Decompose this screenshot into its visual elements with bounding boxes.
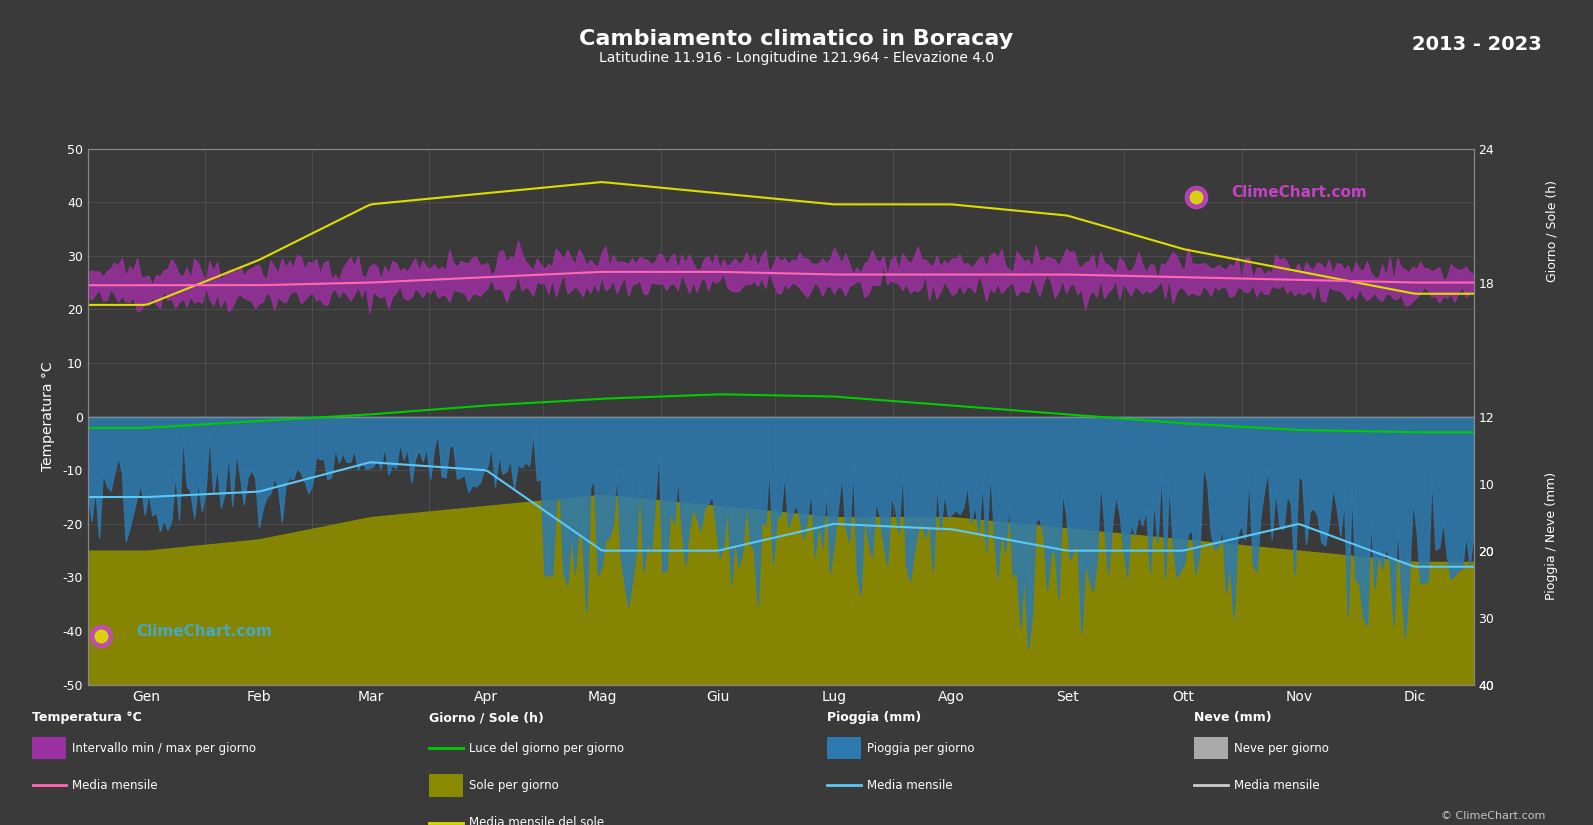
Bar	[430, 774, 464, 797]
Text: ClimeChart.com: ClimeChart.com	[135, 625, 272, 639]
Text: Pioggia per giorno: Pioggia per giorno	[867, 742, 975, 755]
Text: ClimeChart.com: ClimeChart.com	[1231, 185, 1367, 200]
Text: Media mensile del sole: Media mensile del sole	[470, 816, 604, 825]
Text: Giorno / Sole (h): Giorno / Sole (h)	[1545, 180, 1558, 282]
Bar	[827, 738, 860, 759]
Point	[421, 818, 440, 825]
Point	[1219, 780, 1238, 790]
Text: Luce del giorno per giorno: Luce del giorno per giorno	[470, 742, 624, 755]
Text: Cambiamento climatico in Boracay: Cambiamento climatico in Boracay	[580, 29, 1013, 49]
Text: Neve per giorno: Neve per giorno	[1235, 742, 1329, 755]
Point	[56, 780, 75, 790]
Text: Giorno / Sole (h): Giorno / Sole (h)	[430, 711, 545, 724]
Text: Neve (mm): Neve (mm)	[1195, 711, 1271, 724]
Text: Latitudine 11.916 - Longitudine 121.964 - Elevazione 4.0: Latitudine 11.916 - Longitudine 121.964 …	[599, 51, 994, 65]
Text: 2013 - 2023: 2013 - 2023	[1413, 35, 1542, 54]
Point	[1185, 780, 1204, 790]
Bar	[1195, 738, 1228, 759]
Point	[851, 780, 870, 790]
Text: Media mensile: Media mensile	[72, 779, 158, 792]
Text: Sole per giorno: Sole per giorno	[470, 779, 559, 792]
Text: Pioggia (mm): Pioggia (mm)	[827, 711, 921, 724]
Text: Intervallo min / max per giorno: Intervallo min / max per giorno	[72, 742, 255, 755]
Bar	[32, 738, 65, 759]
Text: Media mensile: Media mensile	[1235, 779, 1319, 792]
Point	[817, 780, 836, 790]
Point	[421, 743, 440, 753]
Text: Temperatura °C: Temperatura °C	[32, 711, 142, 724]
Text: Media mensile: Media mensile	[867, 779, 953, 792]
Text: © ClimeChart.com: © ClimeChart.com	[1440, 811, 1545, 821]
Point	[454, 818, 473, 825]
Point	[454, 743, 473, 753]
Text: Pioggia / Neve (mm): Pioggia / Neve (mm)	[1545, 472, 1558, 601]
Y-axis label: Temperatura °C: Temperatura °C	[41, 362, 56, 471]
Point	[22, 780, 41, 790]
